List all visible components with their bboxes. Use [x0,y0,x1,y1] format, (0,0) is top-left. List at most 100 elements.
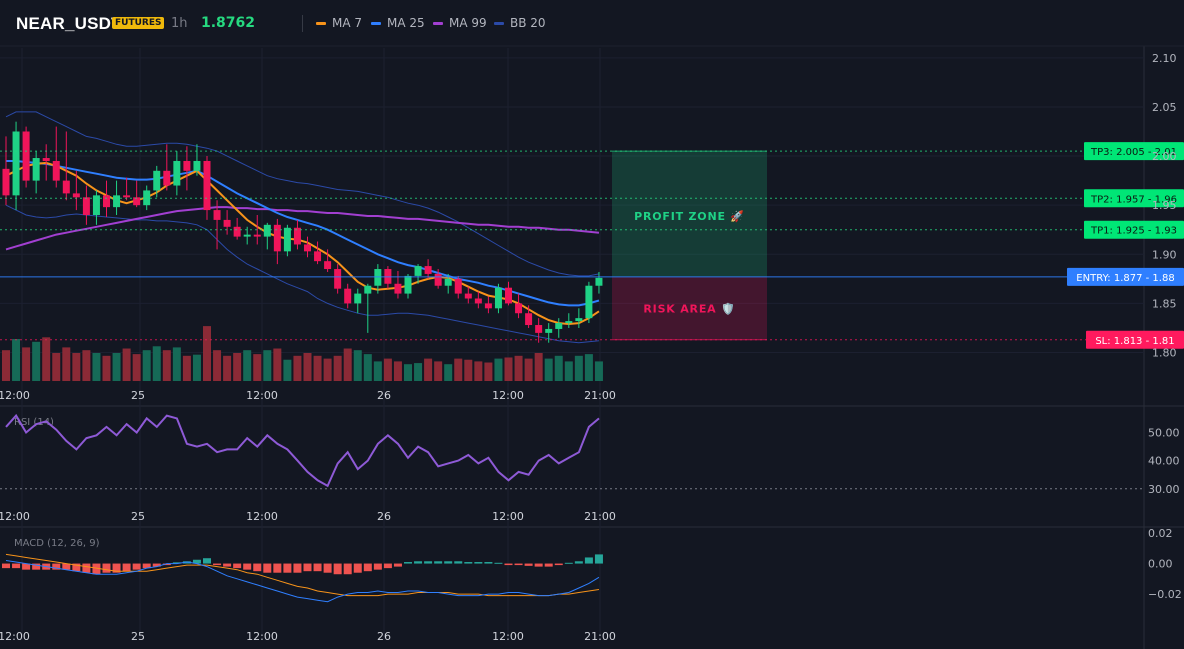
candle-body [314,251,322,262]
macd-histogram-bar [112,563,121,573]
macd-histogram-bar [564,562,573,564]
candle-body [535,325,543,333]
profit-zone-label: PROFIT ZONE 🚀 [634,210,745,223]
candle-body [203,160,211,211]
candle-body [424,266,432,274]
macd-histogram-bar [594,554,603,564]
macd-histogram-bar [393,563,402,567]
level-label-sl: SL: 1.813 - 1.81 [1095,336,1174,347]
level-badge-tp [1084,142,1184,161]
volume-bar [393,361,402,381]
candle-body [474,298,482,304]
volume-bar [474,361,483,381]
time-label-main: 26 [377,389,391,402]
candlesticks [2,121,603,343]
candle-body [133,197,141,206]
legend-ma99[interactable]: MA 99 [433,16,487,30]
volume-bar [82,350,91,381]
macd-histogram-bar [82,563,91,573]
macd-histogram-bar [192,559,201,564]
volume-bar [192,354,201,381]
candle-body [565,321,573,324]
ma7-swatch [316,21,326,25]
macd-histogram-bar [152,563,161,567]
volume-bar [162,350,171,381]
price-tick-label: 1.95 [1152,199,1177,212]
volume-bar [132,354,141,381]
volume-bar [42,337,51,381]
candle-body [293,227,301,245]
volume-bar [353,350,362,381]
volume-bar [233,353,242,381]
macd-histogram-bar [414,561,423,564]
volume-bar [584,354,593,381]
price-tick-label: 2.10 [1152,52,1177,65]
volume-bar [22,347,31,381]
rsi-panel: RSI (14) 50.00 40.00 30.00 [0,413,1180,496]
volume-bar [112,353,121,381]
volume-bar [303,353,312,381]
time-label-macd: 12:00 [492,630,524,643]
volume-bar [213,350,222,381]
candle-body [515,303,523,314]
macd-histogram-bar [243,563,252,570]
macd-histogram-bar [263,563,272,573]
risk-zone-label: RISK AREA 🛡️ [643,302,735,315]
volume-bar [12,339,21,381]
candle-body [12,131,20,196]
header-divider [302,15,303,32]
legend-ma7[interactable]: MA 7 [316,16,362,30]
macd-histogram-bar [333,563,342,575]
macd-panel: MACD (12, 26, 9) 0.02 0.00 −0.02 [2,527,1182,603]
candle-body [42,158,50,161]
volume-bar [223,355,232,381]
candle-body [525,313,533,326]
chart-header: NEAR_USDT FUTURES 1h 1.8762 MA 7 MA 25 M… [0,0,1184,46]
macd-histogram-bar [464,562,473,564]
rsi-title: RSI (14) [14,417,54,428]
last-price: 1.8762 [201,15,256,31]
time-label-macd: 12:00 [246,630,278,643]
volume-bar [172,347,181,381]
candle-body [444,278,452,286]
candle-body [263,224,271,237]
macd-histogram-bar [22,563,31,570]
level-badge-entry [1067,267,1184,286]
candle-body [243,234,251,237]
bb-upper-line [5,111,600,277]
volume-bar [544,358,553,381]
rsi-tick-label: 30.00 [1148,483,1180,496]
candle-body [233,226,241,237]
timeframe-label[interactable]: 1h [171,16,188,31]
volume-bar [564,361,573,381]
legend-ma25[interactable]: MA 25 [371,16,425,30]
volume-bar [424,358,433,381]
symbol-title[interactable]: NEAR_USDT [16,14,122,33]
futures-badge: FUTURES [112,17,165,29]
candle-body [253,234,261,237]
time-label-main: 12:00 [492,389,524,402]
candle-body [22,131,30,181]
macd-histogram-bar [504,563,513,566]
candle-body [555,323,563,329]
macd-signal-line [5,553,600,597]
volume-bar [524,358,533,381]
candle-body [324,261,332,270]
macd-histogram-bar [52,563,61,570]
time-label-rsi: 25 [131,510,145,523]
macd-histogram-bar [383,563,392,569]
price-tick-label: 1.85 [1152,297,1177,310]
legend-bb20[interactable]: BB 20 [494,16,546,30]
candle-body [364,285,372,294]
candle-body [173,160,181,186]
time-label-macd: 25 [131,630,145,643]
volume-bar [102,355,111,381]
macd-histogram-bar [494,562,503,564]
volume-bar [243,350,252,381]
volume-bar [534,353,543,381]
volume-bar [122,348,131,381]
volume-bar [92,353,101,381]
candle-body [193,160,201,171]
time-label-rsi: 21:00 [584,510,616,523]
